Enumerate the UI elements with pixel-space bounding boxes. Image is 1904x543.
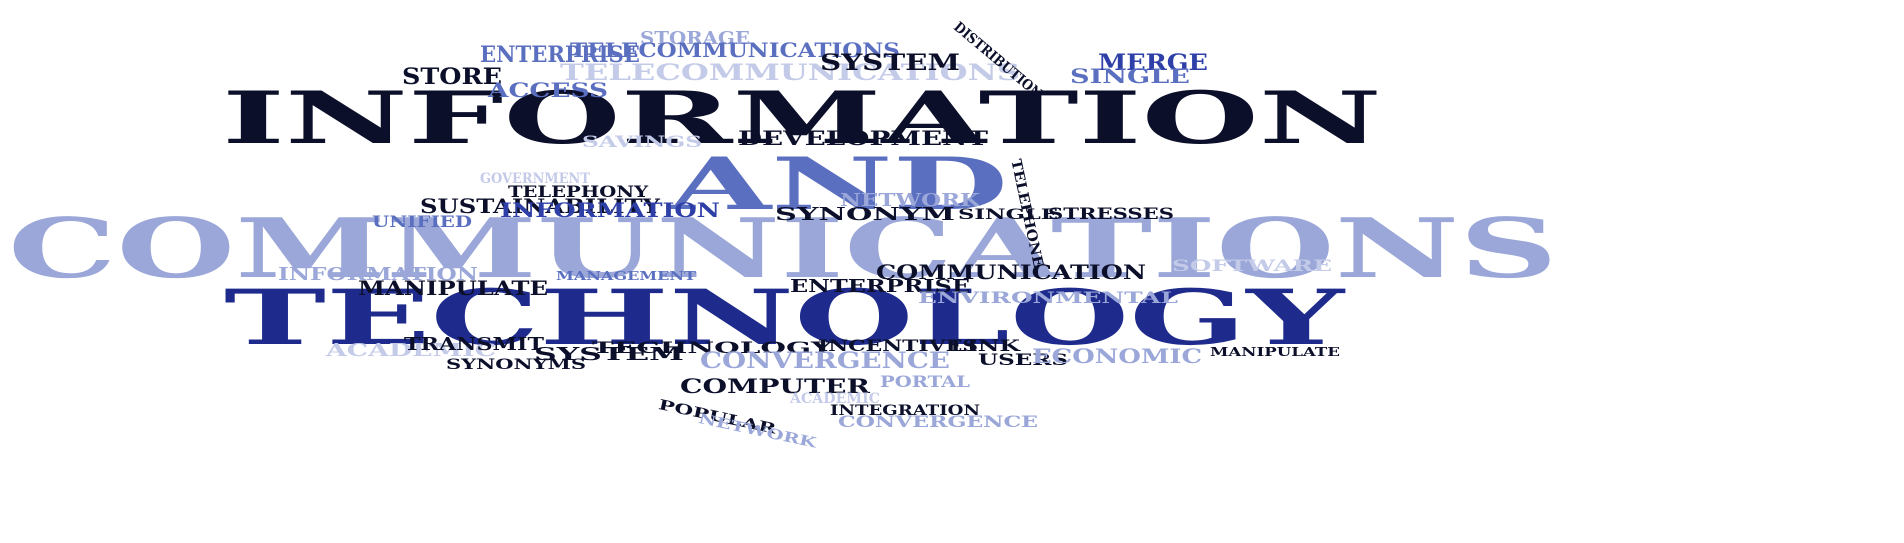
word-access: ACCESS — [488, 78, 608, 102]
word-savings: SAVINGS — [582, 132, 703, 151]
word-technology-small: TECHNOLOGY — [592, 338, 833, 357]
word-technology: TECHNOLOGY — [224, 273, 1345, 362]
word-manipulate-2: MANIPULATE — [1210, 345, 1340, 359]
word-and: AND — [668, 141, 1009, 226]
word-integration: INTEGRATION — [830, 403, 980, 419]
word-software: SOFTWARE — [1172, 256, 1332, 275]
word-transmit: TRANSMIT — [404, 334, 544, 355]
word-storage: STORAGE — [640, 28, 751, 49]
word-convergence-2: CONVERGENCE — [838, 412, 1039, 431]
word-store: STORE — [402, 64, 502, 90]
word-users: USERS — [978, 350, 1069, 369]
word-system-2: SYSTEM — [534, 344, 684, 365]
word-telecommunications: TELECOMMUNICATIONS — [570, 38, 900, 62]
word-network: NETWORK — [840, 190, 981, 211]
word-economic: ECONOMIC — [1032, 344, 1203, 368]
word-information: INFORMATION — [222, 75, 1382, 160]
word-management: MANAGEMENT — [556, 269, 696, 283]
word-synonyms: SYNONYMS — [446, 357, 586, 373]
word-portal: PORTAL — [880, 372, 970, 391]
word-communications: COMMUNICATIONS — [8, 201, 1558, 297]
word-manipulate: MANIPULATE — [358, 276, 549, 300]
word-telephony: TELEPHONY — [508, 182, 649, 201]
word-communication: COMMUNICATION — [876, 260, 1147, 284]
word-environmental: ENVIRONMENTAL — [918, 288, 1178, 307]
word-government: GOVERNMENT — [480, 171, 590, 187]
word-merge: MERGE — [1098, 50, 1208, 76]
word-single-small: SINGLE — [958, 207, 1059, 223]
word-sustainability: SUSTAINABILITY — [420, 194, 660, 218]
word-academic: ACADEMIC — [326, 340, 497, 361]
word-enterprise-small: ENTERPRISE — [790, 276, 971, 297]
word-link: LINK — [950, 336, 1021, 355]
word-system: SYSTEM — [820, 50, 961, 76]
word-synonym: SYNONYM — [775, 204, 956, 225]
word-single: SINGLE — [1070, 64, 1190, 88]
word-computer: COMPUTER — [680, 374, 870, 398]
word-stresses: STRESSES — [1048, 204, 1175, 223]
word-development: DEVELOPMENT — [738, 126, 989, 150]
word-enterprise: ENTERPRISE — [480, 42, 640, 68]
word-telecommunications-2: TELECOMMUNICATIONS — [560, 60, 1021, 86]
word-incentives: INCENTIVES — [818, 336, 979, 355]
word-information-small: INFORMATION — [500, 198, 720, 222]
word-information-light: INFORMATION — [278, 264, 478, 285]
word-academic-2: ACADEMIC — [790, 391, 881, 407]
word-convergence: CONVERGENCE — [700, 348, 950, 374]
word-unified: UNIFIED — [372, 212, 473, 231]
